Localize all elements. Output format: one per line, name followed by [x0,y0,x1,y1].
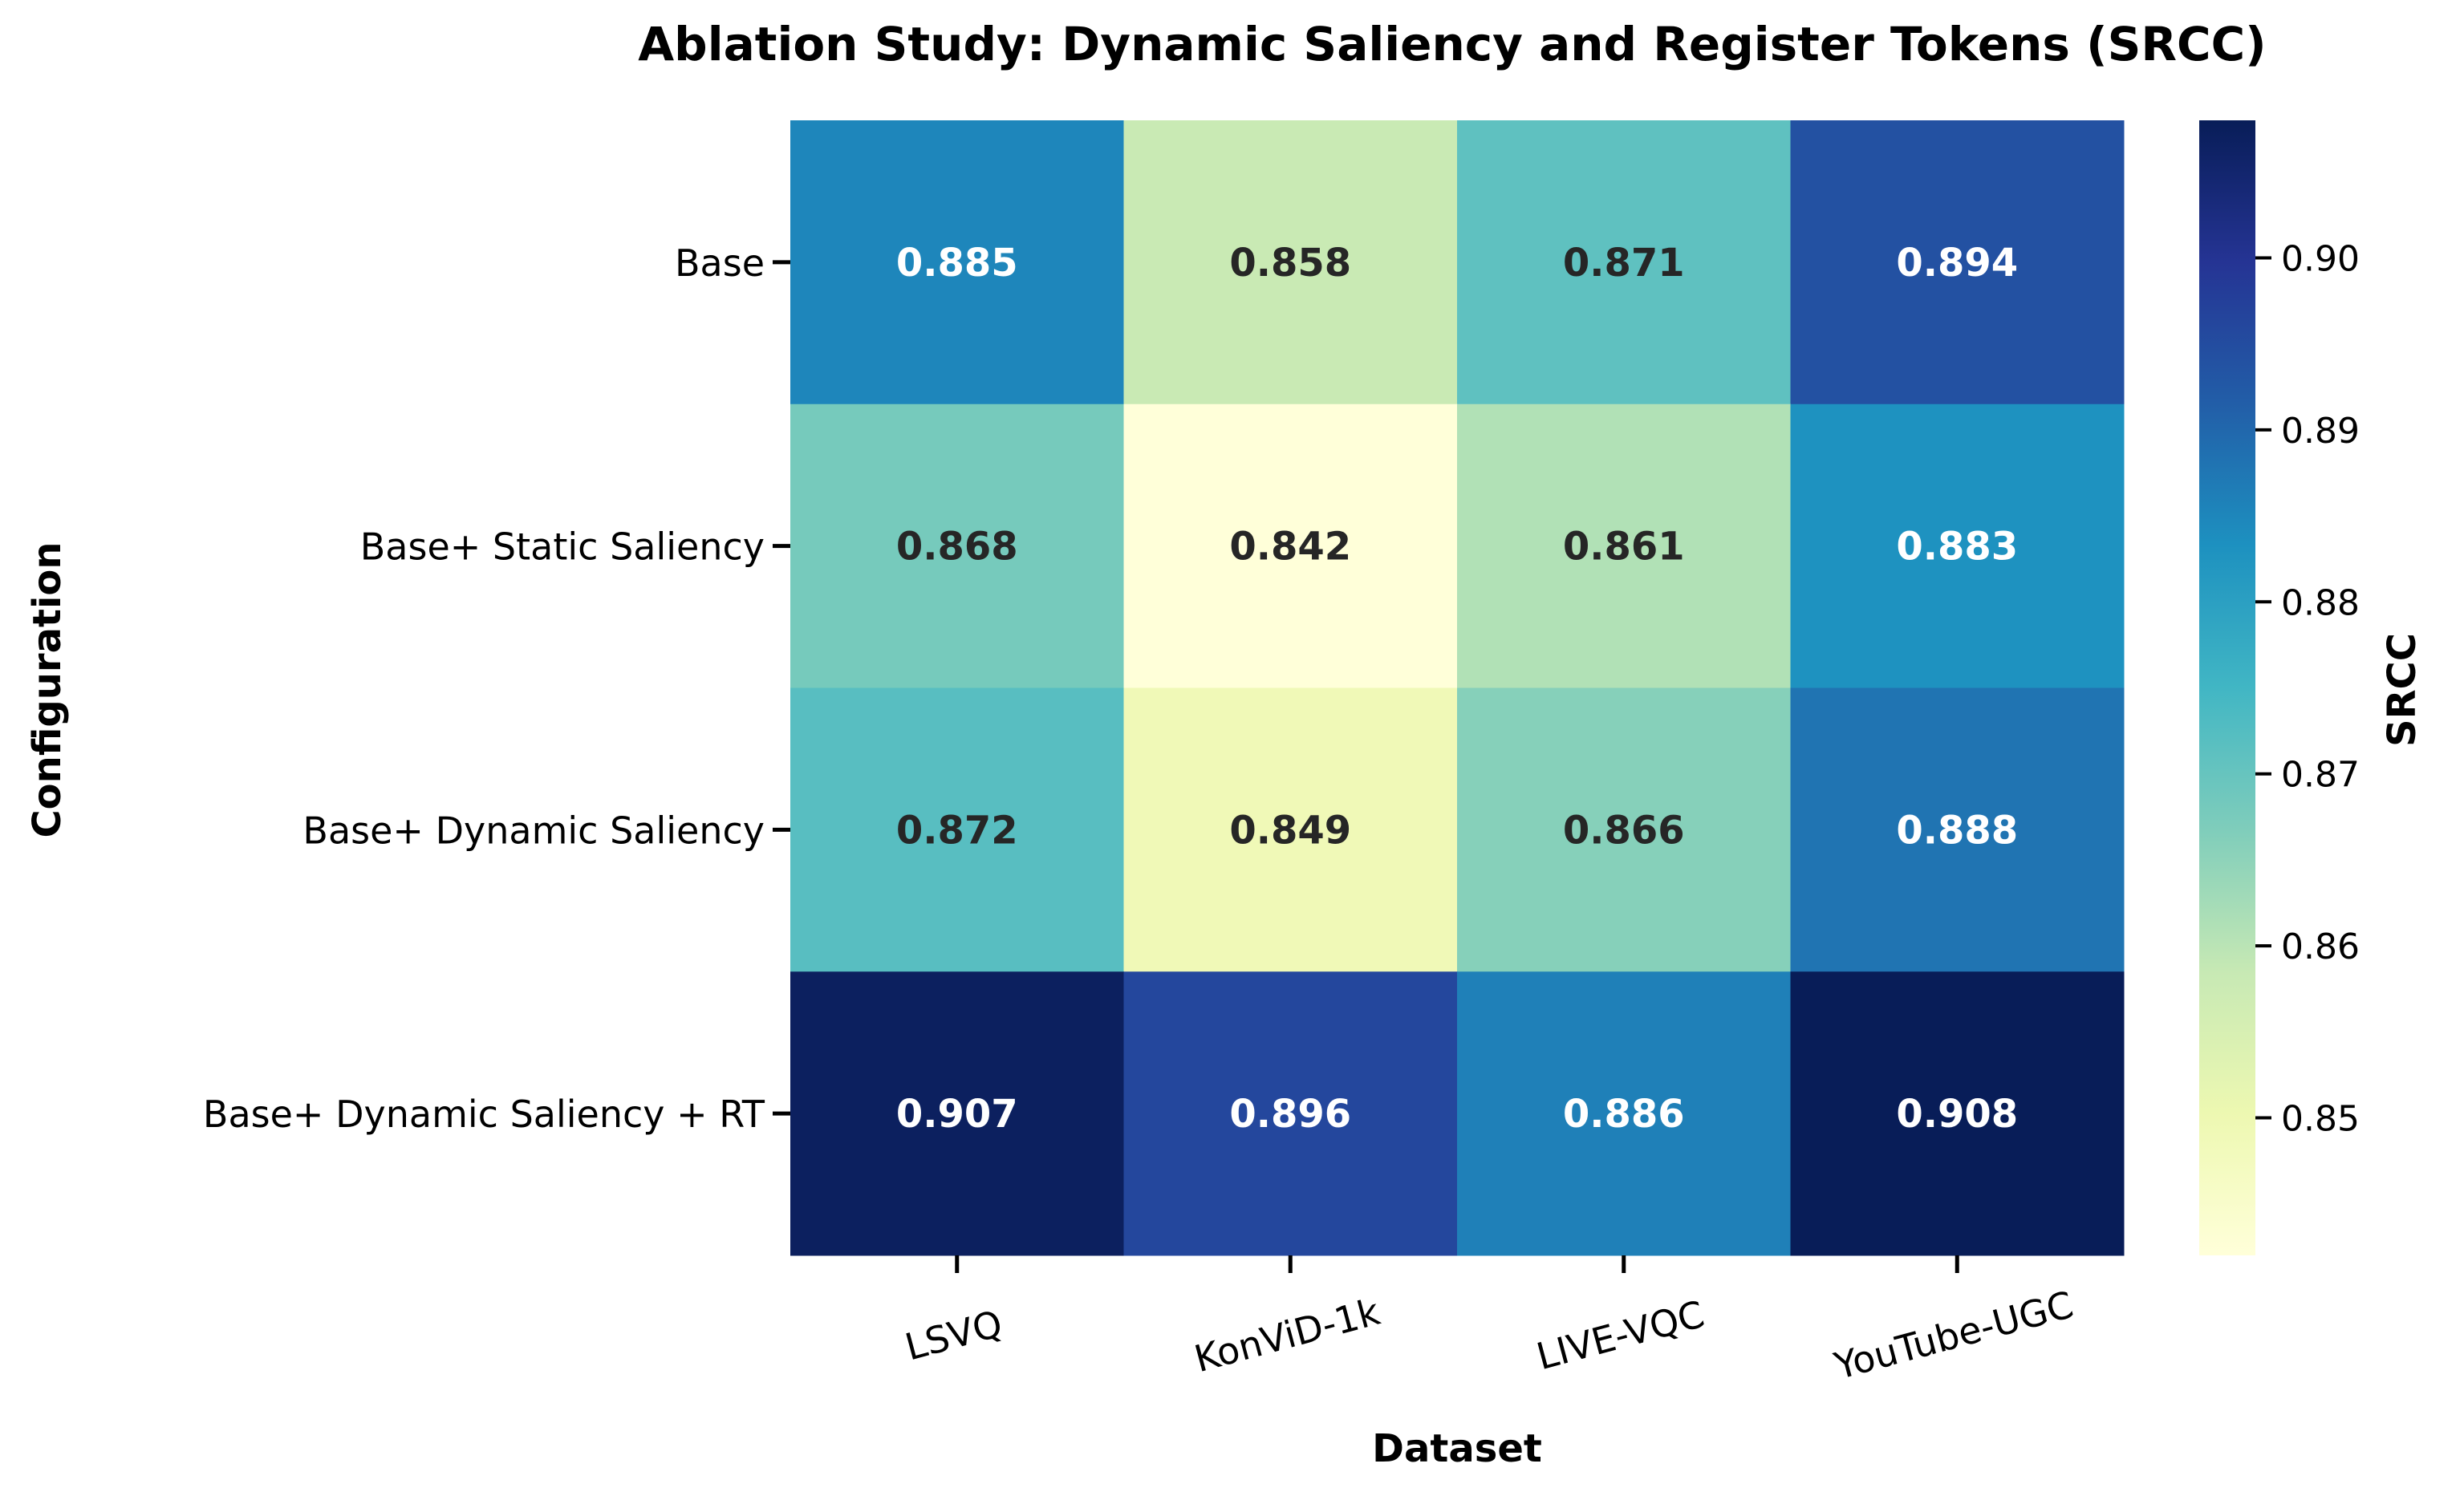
colorbar [2199,120,2255,1255]
heatmap-cell [1123,120,1458,405]
cell-value-label: 0.842 [1229,525,1351,570]
cell-value-label: 0.888 [1896,808,2018,853]
cell-value-label: 0.872 [896,808,1018,853]
heatmap-cell [790,971,1124,1256]
heatmap-cell [1790,687,2125,972]
cell-value-label: 0.858 [1229,241,1351,286]
colorbar-tick-label: 0.90 [2281,239,2360,280]
column-ticks: LSVQ KonViD-1k LIVE-VQC YouTube-UGC [900,1255,2077,1388]
column-label: LIVE-VQC [1532,1292,1709,1378]
heatmap-cell [1123,403,1458,688]
chart-title: Ablation Study: Dynamic Saliency and Reg… [638,17,2266,71]
row-label: Base+ Dynamic Saliency + RT [203,1093,765,1136]
heatmap-cell [790,120,1124,405]
heatmap-cell [1123,971,1458,1256]
cell-value-label: 0.885 [896,241,1018,286]
heatmap-cell [1457,120,1791,405]
cell-value-label: 0.861 [1563,525,1685,570]
colorbar-tick-label: 0.85 [2281,1098,2360,1139]
heatmap-cell [1457,971,1791,1256]
cell-value-label: 0.883 [1896,525,2018,570]
colorbar-ticks: 0.85 0.86 0.87 0.88 0.89 0.90 [2255,239,2360,1139]
cell-value-label: 0.871 [1563,241,1685,286]
row-label: Base [675,241,765,285]
x-axis-label: Dataset [1372,1426,1542,1471]
y-axis-label: Configuration [25,541,70,837]
heatmap-cell [1457,687,1791,972]
cell-value-label: 0.907 [896,1092,1018,1137]
cell-value-label: 0.886 [1563,1092,1685,1137]
heatmap-cell [1790,403,2125,688]
heatmap-cell [1790,120,2125,405]
row-label: Base+ Static Saliency [360,525,765,569]
cell-value-label: 0.868 [896,525,1018,570]
heatmap-cell [1790,971,2125,1256]
colorbar-tick-label: 0.88 [2281,582,2360,623]
heatmap-cells: 0.885 0.858 0.871 0.894 0.868 0.842 0.861 0.883… [790,120,2125,1256]
cell-value-label: 0.849 [1229,808,1351,853]
cell-value-label: 0.894 [1896,241,2018,286]
cell-value-label: 0.896 [1229,1092,1351,1137]
colorbar-tick-label: 0.86 [2281,926,2360,967]
heatmap-cell [790,687,1124,972]
column-label: LSVQ [900,1302,1006,1369]
colorbar-tick-label: 0.89 [2281,411,2360,452]
cell-value-label: 0.908 [1896,1092,2018,1137]
heatmap-cell [1123,687,1458,972]
heatmap-cell [790,403,1124,688]
heatmap-cell [1457,403,1791,688]
column-label: YouTube-UGC [1829,1283,2078,1388]
colorbar-label: SRCC [2380,633,2425,747]
column-label: KonViD-1k [1190,1290,1385,1381]
row-label: Base+ Dynamic Saliency [302,809,765,852]
cell-value-label: 0.866 [1563,808,1685,853]
colorbar-tick-label: 0.87 [2281,755,2360,796]
row-ticks: Base Base+ Static Saliency Base+ Dynamic S… [203,241,790,1136]
